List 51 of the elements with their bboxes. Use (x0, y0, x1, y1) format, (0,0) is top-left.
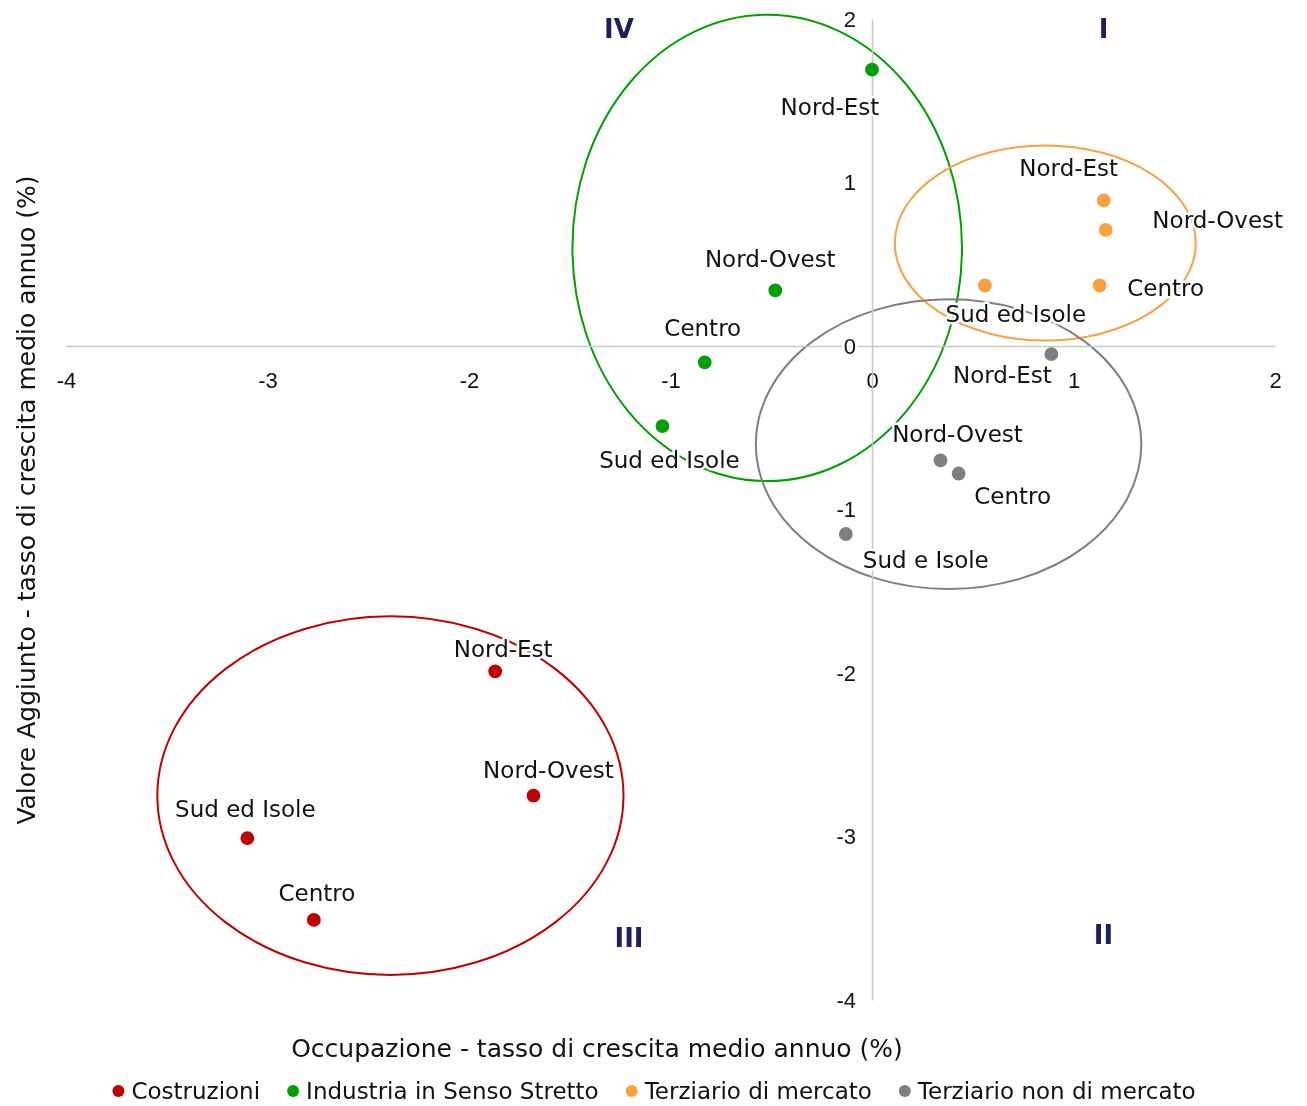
annotation: I (1098, 14, 1109, 44)
legend-label: Terziario di mercato (643, 1078, 872, 1104)
annotation: III (614, 923, 644, 953)
point (768, 283, 783, 298)
point (1098, 223, 1113, 237)
point (1092, 278, 1107, 293)
x-tick-label: -4 (56, 367, 77, 393)
x-axis-title: Occupazione - tasso di crescita medio annuo (%) (291, 1033, 903, 1063)
x-tick-label: -1 (661, 367, 681, 393)
point (977, 278, 992, 293)
point (488, 664, 503, 679)
legend-label: Terziario non di mercato (916, 1078, 1196, 1104)
annotation: Centro (974, 482, 1052, 509)
annotation: Nord-Ovest (704, 246, 836, 273)
annotation: Sud e Isole (862, 547, 989, 574)
x-tick-label: 1 (1067, 367, 1081, 393)
point (1044, 347, 1059, 362)
annotation: Nord-Ovest (483, 756, 614, 783)
annotation: Centro (278, 879, 356, 906)
annotation: IV (604, 14, 634, 44)
point (306, 912, 321, 927)
point (240, 831, 255, 846)
x-tick-label: -3 (258, 367, 278, 393)
y-tick-label: -1 (836, 497, 856, 523)
y-axis-title: Valore Aggiunto - tasso di crescita medio annuo (%) (11, 175, 41, 825)
x-tick-label: 2 (1269, 367, 1282, 393)
point (526, 788, 541, 803)
y-tick-label: -2 (836, 660, 856, 686)
annotation: Sud ed Isole (175, 796, 316, 823)
annotation: Nord-Est (952, 362, 1052, 389)
y-tick-label: -4 (836, 987, 856, 1013)
annotation: II (1093, 920, 1114, 950)
point (655, 419, 670, 434)
point (838, 527, 853, 541)
y-tick-label: -3 (836, 824, 856, 850)
y-tick-label: 0 (843, 333, 856, 359)
point (1096, 193, 1111, 208)
annotation: Nord-Ovest (892, 421, 1023, 448)
annotation: Nord-Est (780, 93, 880, 120)
legend-label: Industria in Senso Stretto (306, 1078, 599, 1104)
y-tick-label: 2 (843, 6, 856, 32)
point (865, 62, 879, 77)
annotation: Centro (664, 315, 742, 342)
legend-label: Costruzioni (131, 1078, 261, 1104)
annotation: Nord-Est (1019, 155, 1119, 182)
point (697, 355, 712, 370)
point (933, 453, 948, 468)
point (951, 466, 966, 481)
y-tick-label: 1 (843, 170, 856, 196)
annotation: Sud ed Isole (599, 447, 740, 474)
x-tick-label: -2 (459, 367, 480, 393)
